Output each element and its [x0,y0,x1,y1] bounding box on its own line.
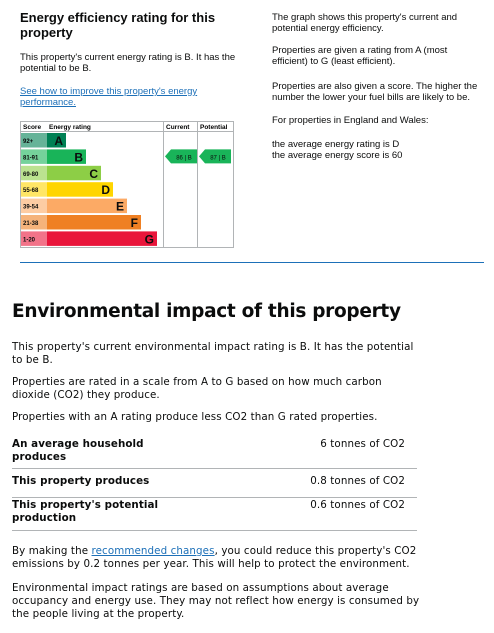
band-bar [47,198,127,214]
table-row: This property's potential production 0.6… [12,499,417,531]
band-score: 39-54 [23,205,39,211]
row-value: 0.6 tonnes of CO2 [310,499,405,511]
band-bar [47,231,157,246]
band-score: 92+ [23,139,34,145]
header: Potential [200,124,228,131]
recommended-link[interactable]: recommended changes [91,545,215,557]
band-score-cell [21,198,47,214]
improve-link[interactable]: See how to improve this property's energ… [20,86,198,108]
band-bar [47,215,141,230]
row-label: This property's potential production [12,499,159,524]
env-paragraph: This property's current environmental im… [12,341,414,366]
energy-title: Energy efficiency rating for this proper… [20,10,216,40]
band-score-cell [21,133,47,148]
band-bar [47,182,113,197]
rating-label: 86 | B [176,155,192,161]
info: For properties in England and Wales: [272,115,429,126]
info: the average energy rating is D [272,139,400,150]
band-letter: G [145,232,154,246]
env-paragraph: Properties with an A rating produce less… [12,411,378,423]
band-score-cell [21,231,47,246]
band-letter: A [54,134,63,148]
table-row: This property produces 0.8 tonnes of CO2 [12,475,417,498]
row-label: This property produces [12,475,150,487]
band-letter: F [131,216,138,230]
band-score-cell [21,149,47,164]
header: Current [166,124,190,131]
band-score: 69-80 [23,172,39,178]
band-score: 81-91 [23,155,39,161]
band-bar [47,133,66,148]
band-letter: C [89,167,98,181]
reduce-paragraph: By making the recommended changes, you c… [12,545,422,571]
row-value: 0.8 tonnes of CO2 [310,475,405,487]
rating-label: 87 | B [210,155,226,161]
band-letter: E [116,200,124,214]
band-score-cell [21,215,47,230]
band-score-cell [21,182,47,197]
table-row: An average household produces 6 tonnes o… [12,438,417,469]
text: By making the [12,545,92,557]
rating-arrow [199,149,231,164]
text: , you could reduce this property's CO2 e… [12,545,417,570]
band-letter: D [101,183,110,197]
band-letter: B [74,150,83,164]
band-score: 21-38 [23,221,39,227]
header: Score [23,124,41,131]
rating-text: This property's current energy rating is… [20,52,236,74]
header: Energy rating [49,124,91,131]
info: Properties are given a rating from A (mo… [272,45,448,67]
info: Properties are also given a score. The h… [272,81,478,103]
row-label: An average household produces [12,438,144,463]
env-title: Environmental impact of this property [12,301,401,322]
band-score: 1-20 [23,237,36,243]
row-value: 6 tonnes of CO2 [320,438,405,450]
info: The graph shows this property's current … [272,12,458,34]
band-score-cell [21,165,47,181]
epc-chart: Score Energy rating Current Potential 92… [20,121,234,248]
band-bar [47,149,86,164]
info: the average energy score is 60 [272,150,403,161]
closing-paragraph: Environmental impact ratings are based o… [12,582,420,620]
rating-arrow [165,149,197,164]
divider [20,262,484,263]
env-paragraph: Properties are rated in a scale from A t… [12,376,382,401]
band-score: 55-68 [23,188,39,194]
band-bar [47,165,101,181]
